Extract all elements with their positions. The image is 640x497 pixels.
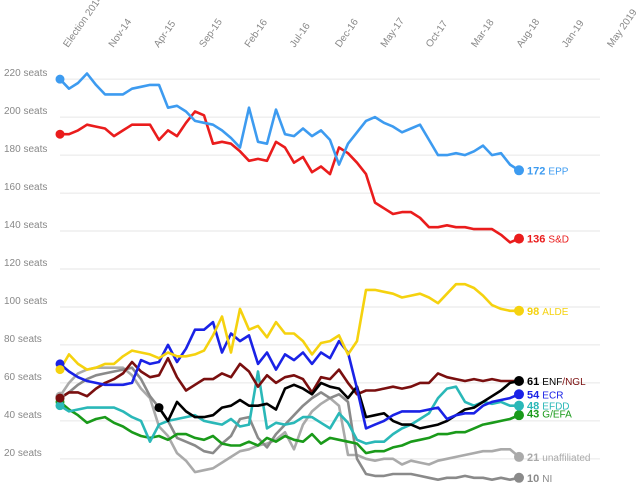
- series-end-dot: [514, 165, 524, 176]
- y-tick-label: 20 seats: [4, 448, 42, 459]
- series-label-value: 136: [527, 234, 548, 246]
- series-start-dot: [55, 129, 65, 139]
- series-label-value: 10: [527, 473, 542, 485]
- series-end-dot: [514, 472, 524, 483]
- x-tick-label: Aug-18: [515, 17, 543, 50]
- series-start-dot: [154, 403, 164, 413]
- series-start-dot: [55, 74, 65, 84]
- series-line-ecr: [58, 320, 521, 430]
- series-label-value: 54: [527, 389, 542, 401]
- series-label-enf: 61 ENF/NGL: [527, 376, 586, 388]
- x-tick-label: Feb-16: [243, 17, 270, 50]
- y-tick-label: 220 seats: [4, 68, 47, 79]
- x-tick-label: Apr-15: [152, 18, 178, 49]
- y-tick-label: 60 seats: [4, 372, 42, 383]
- y-tick-label: 140 seats: [4, 220, 47, 231]
- series-start-dot: [55, 393, 65, 403]
- series-label-name: G/EFA: [542, 409, 572, 420]
- y-tick-label: 100 seats: [4, 296, 47, 307]
- series-end-dot: [514, 375, 524, 386]
- series-label-g-efa: 43 G/EFA: [527, 408, 572, 420]
- series-label-value: 61: [527, 376, 542, 388]
- series-start-dot: [55, 365, 65, 375]
- series-line-alde: [58, 282, 521, 371]
- x-tick-label: Jan-19: [560, 18, 587, 50]
- series-label-ni: 10 NI: [527, 473, 552, 485]
- series-line-enf-ngl: [58, 356, 521, 400]
- series-label-name: ENF: [542, 377, 562, 388]
- x-tick-label: Election 2014: [61, 0, 105, 50]
- series-label-value: 172: [527, 165, 548, 177]
- series-end-dot: [514, 400, 524, 411]
- y-tick-label: 80 seats: [4, 334, 42, 345]
- x-tick-label: Dec-16: [333, 17, 361, 50]
- series-start-dot: [55, 401, 65, 411]
- y-tick-label: 160 seats: [4, 182, 47, 193]
- series-end-dot: [514, 410, 524, 421]
- series-lines: [58, 72, 521, 481]
- x-tick-label: Mar-18: [469, 17, 496, 50]
- y-tick-label: 120 seats: [4, 258, 47, 269]
- series-label-extra: /NGL: [562, 377, 586, 388]
- series-end-dot: [514, 389, 524, 400]
- series-label-ecr: 54 ECR: [527, 389, 563, 401]
- series-label-efdd: 48 EFDD: [527, 401, 570, 413]
- y-tick-label: 180 seats: [4, 144, 47, 155]
- series-end-dot: [514, 305, 524, 316]
- series-label-name: EFDD: [542, 402, 569, 413]
- series-label-name: ECR: [542, 390, 563, 401]
- series-end-dot: [514, 233, 524, 244]
- grid-layer: [60, 78, 600, 460]
- x-tick-label: Jul-16: [288, 21, 313, 50]
- series-label-name: NI: [542, 474, 552, 485]
- x-tick-label: May 2019: [605, 7, 639, 50]
- series-line-unaffiliated: [58, 366, 521, 474]
- series-line-s-d: [58, 110, 521, 244]
- series-label-epp: 172 EPP: [527, 165, 569, 177]
- x-tick-label: Oct-17: [424, 18, 450, 49]
- series-label-alde: 98 ALDE: [527, 306, 569, 318]
- series-label-unaffiliated: 21 unaffiliated: [527, 452, 591, 464]
- series-label-value: 48: [527, 401, 542, 413]
- y-axis-labels: 20 seats 40 seats 60 seats 80 seats 100 seat…: [4, 68, 47, 459]
- y-tick-label: 40 seats: [4, 410, 42, 421]
- series-label-name: unaffiliated: [542, 453, 590, 464]
- series-label-name: S&D: [548, 235, 569, 246]
- series-label-name: ALDE: [542, 307, 568, 318]
- x-tick-label: Nov-14: [107, 17, 135, 50]
- series-label-value: 98: [527, 306, 542, 318]
- series-line-epp: [58, 72, 521, 172]
- x-tick-label: Sep-15: [197, 17, 225, 50]
- x-tick-label: May-17: [379, 16, 407, 50]
- series-label-value: 43: [527, 408, 542, 420]
- series-end-dot: [514, 451, 524, 462]
- series-label-value: 21: [527, 452, 542, 464]
- x-axis-labels: Election 2014 Nov-14 Apr-15 Sep-15 Feb-16 Jul…: [61, 0, 639, 50]
- series-endpoints: [55, 74, 524, 483]
- series-line-efdd-green: [58, 400, 521, 455]
- series-label-s-d: 136 S&D: [527, 234, 569, 246]
- series-label-name: EPP: [548, 166, 568, 177]
- series-line-efdd: [58, 370, 521, 445]
- y-tick-label: 200 seats: [4, 106, 47, 117]
